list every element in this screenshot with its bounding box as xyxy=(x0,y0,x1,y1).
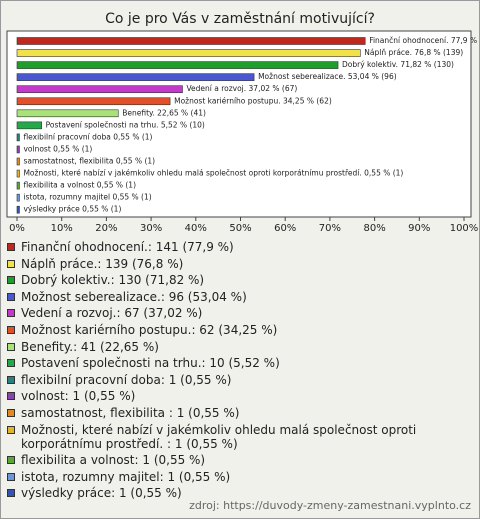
legend-item: istota, rozumny majitel: 1 (0,55 %) xyxy=(7,470,447,484)
data-label: Možnosti, které nabízí v jakémkoliv ohle… xyxy=(23,169,403,178)
x-tick-label: 90% xyxy=(408,223,430,234)
bar xyxy=(16,169,20,178)
bar xyxy=(16,181,20,190)
legend-item: výsledky práce: 1 (0,55 %) xyxy=(7,486,447,500)
legend-swatch xyxy=(7,292,15,301)
legend-swatch xyxy=(7,392,15,401)
source: zdroj: https://duvody-zmeny-zamestnani.v… xyxy=(189,499,471,512)
data-label: Dobrý kolektiv. 71,82 % (130) xyxy=(342,60,454,69)
legend-label: Finanční ohodnocení.: 141 (77,9 %) xyxy=(21,240,234,254)
data-label: Možnost kariérního postupu. 34,25 % (62) xyxy=(174,96,332,105)
chart-title: Co je pro Vás v zaměstnání motivující? xyxy=(105,11,375,27)
legend-label: flexibilita a volnost: 1 (0,55 %) xyxy=(21,453,206,468)
legend-label: Postavení společnosti na trhu.: 10 (5,52… xyxy=(21,356,280,371)
legend-swatch xyxy=(7,456,15,465)
legend-item: Dobrý kolektiv.: 130 (71,82 %) xyxy=(7,273,447,287)
x-tick-label: 80% xyxy=(363,223,385,234)
data-label: výsledky práce 0,55 % (1) xyxy=(23,205,121,214)
legend-swatch xyxy=(7,375,15,384)
legend-item: flexibilita a volnost: 1 (0,55 %) xyxy=(7,453,447,467)
bar xyxy=(16,157,20,166)
bar xyxy=(16,145,20,154)
bar xyxy=(16,37,366,45)
bar xyxy=(16,85,183,93)
legend-swatch xyxy=(7,425,15,434)
data-label: samostatnost, flexibilita 0,55 % (1) xyxy=(23,157,155,166)
bar xyxy=(16,97,171,106)
legend-label: Možnosti, které nabízí v jakémkoliv ohle… xyxy=(21,422,417,451)
legend-swatch xyxy=(7,472,15,481)
legend-swatch xyxy=(7,309,15,318)
x-tick-label: 0% xyxy=(9,223,25,234)
legend-label: flexibilní pracovní doba: 1 (0,55 %) xyxy=(21,372,232,387)
x-tick-label: 50% xyxy=(229,223,251,234)
legend-label: Náplň práce.: 139 (76,8 %) xyxy=(21,256,184,271)
x-tick-label: 100% xyxy=(450,223,479,234)
data-label: Postavení společnosti na trhu. 5,52 % (1… xyxy=(46,120,205,129)
bar xyxy=(16,61,339,69)
x-tick-label: 20% xyxy=(95,223,117,234)
x-tick-label: 70% xyxy=(319,223,341,234)
legend-label: Možnost kariérního postupu.: 62 (34,25 %… xyxy=(21,322,278,337)
legend-item: volnost: 1 (0,55 %) xyxy=(7,389,447,403)
legend-swatch xyxy=(7,276,15,285)
data-label: flexibilita a volnost 0,55 % (1) xyxy=(23,181,136,190)
data-label: Vedení a rozvoj. 37,02 % (67) xyxy=(186,84,297,93)
legend-label: výsledky práce: 1 (0,55 %) xyxy=(21,486,182,501)
data-label: volnost 0,55 % (1) xyxy=(23,144,92,153)
data-label: flexibilní pracovní doba 0,55 % (1) xyxy=(23,132,152,141)
legend-swatch xyxy=(7,259,15,268)
data-label: Možnost seberealizace. 53,04 % (96) xyxy=(258,72,397,81)
legend-item: Možnosti, které nabízí v jakémkoliv ohle… xyxy=(7,423,447,451)
legend-swatch xyxy=(7,359,15,368)
chart: Co je pro Vás v zaměstnání motivující? 0… xyxy=(6,11,479,234)
legend-swatch xyxy=(7,325,15,334)
legend-item: samostatnost, flexibilita : 1 (0,55 %) xyxy=(7,406,447,420)
bar xyxy=(16,133,20,142)
data-label: Benefity. 22,65 % (41) xyxy=(122,108,206,117)
legend-item: Vedení a rozvoj.: 67 (37,02 %) xyxy=(7,306,447,320)
data-label: Finanční ohodnocení. 77,9 % (141) xyxy=(369,36,479,45)
legend-label: volnost: 1 (0,55 %) xyxy=(21,389,136,404)
data-label: Náplň práce. 76,8 % (139) xyxy=(364,48,463,57)
bar xyxy=(16,121,42,130)
legend-item: Finanční ohodnocení.: 141 (77,9 %) xyxy=(7,240,447,254)
x-tick-label: 60% xyxy=(274,223,296,234)
legend-label: istota, rozumny majitel: 1 (0,55 %) xyxy=(21,469,231,484)
data-label: istota, rozumny majitel 0,55 % (1) xyxy=(23,193,151,202)
x-tick-label: 30% xyxy=(140,223,162,234)
legend-label: Benefity.: 41 (22,65 %) xyxy=(21,339,159,354)
legend-swatch xyxy=(7,489,15,498)
x-tick-label: 10% xyxy=(51,223,73,234)
legend-item: Možnost kariérního postupu.: 62 (34,25 %… xyxy=(7,323,447,337)
legend-item: Náplň práce.: 139 (76,8 %) xyxy=(7,257,447,271)
legend-swatch xyxy=(7,243,15,251)
bar xyxy=(16,49,361,57)
legend-item: Benefity.: 41 (22,65 %) xyxy=(7,340,447,354)
legend-label: Vedení a rozvoj.: 67 (37,02 %) xyxy=(21,306,203,321)
bar xyxy=(16,73,255,81)
legend-label: Dobrý kolektiv.: 130 (71,82 %) xyxy=(21,273,205,288)
legend-swatch xyxy=(7,408,15,417)
legend-item: flexibilní pracovní doba: 1 (0,55 %) xyxy=(7,373,447,387)
legend-item: Možnost seberealizace.: 96 (53,04 %) xyxy=(7,290,447,304)
x-tick-label: 40% xyxy=(185,223,207,234)
legend-label: Možnost seberealizace.: 96 (53,04 %) xyxy=(21,289,247,304)
bar xyxy=(16,193,20,202)
legend: Finanční ohodnocení.: 141 (77,9 %) Náplň … xyxy=(7,240,447,503)
legend-label: samostatnost, flexibilita : 1 (0,55 %) xyxy=(21,405,240,420)
bar xyxy=(16,205,20,214)
bar xyxy=(16,109,119,118)
legend-swatch xyxy=(7,342,15,351)
legend-item: Postavení společnosti na trhu.: 10 (5,52… xyxy=(7,356,447,370)
